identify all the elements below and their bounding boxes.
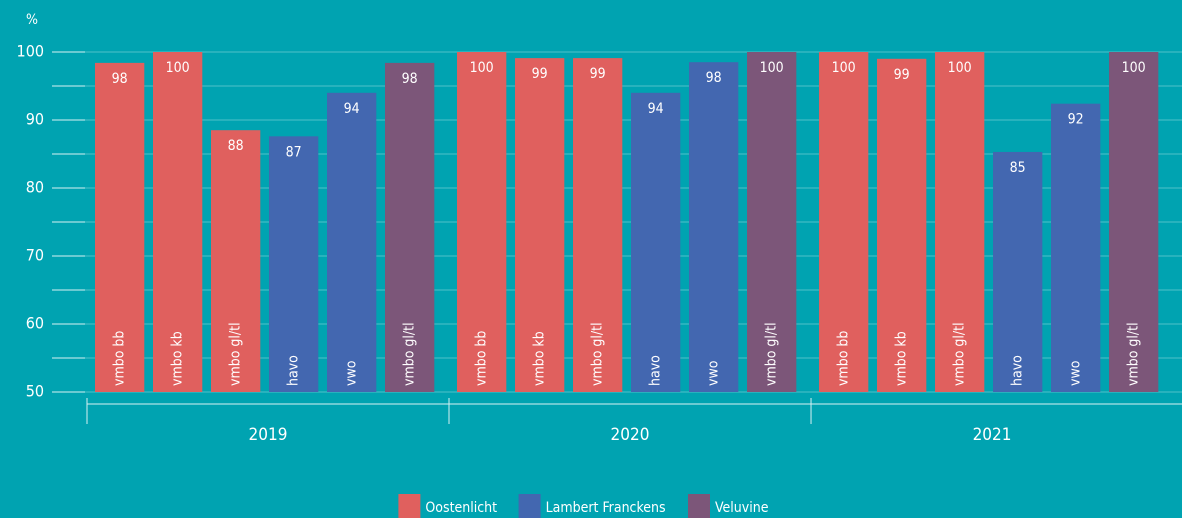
bar-label: vmbo bb (112, 331, 128, 386)
bar (515, 58, 565, 393)
bar (573, 58, 623, 393)
x-tick-label: 2021 (973, 425, 1012, 445)
bar (211, 130, 261, 392)
bar-label: havo (286, 355, 302, 386)
bar-label: vmbo kb (894, 331, 910, 386)
value-label: 88 (228, 138, 244, 154)
value-label: 98 (112, 71, 128, 87)
value-label: 94 (344, 101, 360, 117)
y-tick-label: 60 (26, 314, 44, 333)
bar (877, 58, 927, 393)
value-label: 100 (948, 60, 972, 76)
bar (1109, 52, 1159, 392)
y-tick-label: 100 (17, 42, 44, 61)
value-label: 92 (1068, 112, 1084, 128)
bar-label: vmbo gl/tl (228, 322, 244, 386)
value-label: 100 (470, 60, 494, 76)
value-label: 99 (532, 66, 548, 82)
bar-label: vmbo gl/tl (764, 322, 780, 386)
bar-label: vmbo gl/tl (590, 322, 606, 386)
value-label: 100 (832, 60, 856, 76)
bar-label: vmbo kb (170, 331, 186, 386)
y-tick-label: 80 (26, 178, 44, 197)
legend-label: Veluvine (715, 500, 769, 516)
bar (1051, 103, 1101, 393)
x-tick-label: 2020 (611, 425, 650, 445)
value-label: 100 (1122, 60, 1146, 76)
bar-label: vwo (706, 360, 722, 386)
bar-label: havo (1010, 355, 1026, 386)
bar (689, 62, 739, 392)
bar (993, 151, 1043, 392)
value-label: 98 (706, 70, 722, 86)
bar (385, 62, 435, 392)
bar (95, 62, 145, 392)
value-label: 99 (590, 66, 606, 82)
bar (327, 92, 377, 393)
bar-label: vmbo gl/tl (402, 322, 418, 386)
bar-label: vmbo bb (474, 331, 490, 386)
value-label: 85 (1010, 160, 1026, 176)
value-label: 99 (894, 67, 910, 83)
bar (269, 136, 319, 392)
bar-label: vmbo gl/tl (952, 322, 968, 386)
legend-swatch (688, 494, 710, 518)
legend-swatch (398, 494, 421, 518)
bar (457, 52, 507, 392)
bar-label: vmbo kb (532, 331, 548, 386)
legend-label: Oostenlicht (425, 500, 497, 516)
x-tick-label: 2019 (249, 425, 288, 445)
bar (153, 52, 203, 392)
y-tick-label: 70 (26, 246, 44, 265)
value-label: 100 (760, 60, 784, 76)
value-label: 98 (402, 71, 418, 87)
bar (631, 92, 681, 393)
legend-swatch (518, 494, 541, 518)
bar-label: vwo (344, 360, 360, 386)
bar-label: vwo (1068, 360, 1084, 386)
bar (819, 52, 869, 392)
y-axis-label: % (26, 12, 38, 28)
value-label: 94 (648, 101, 664, 117)
bar (935, 52, 985, 392)
y-tick-label: 50 (26, 382, 44, 401)
y-tick-label: 90 (26, 110, 44, 129)
bar-label: vmbo gl/tl (1126, 322, 1142, 386)
bar (747, 52, 797, 392)
bar-label: vmbo bb (836, 331, 852, 386)
value-label: 100 (166, 60, 190, 76)
legend-label: Lambert Franckens (546, 500, 666, 516)
bar-label: havo (648, 355, 664, 386)
value-label: 87 (286, 144, 302, 160)
